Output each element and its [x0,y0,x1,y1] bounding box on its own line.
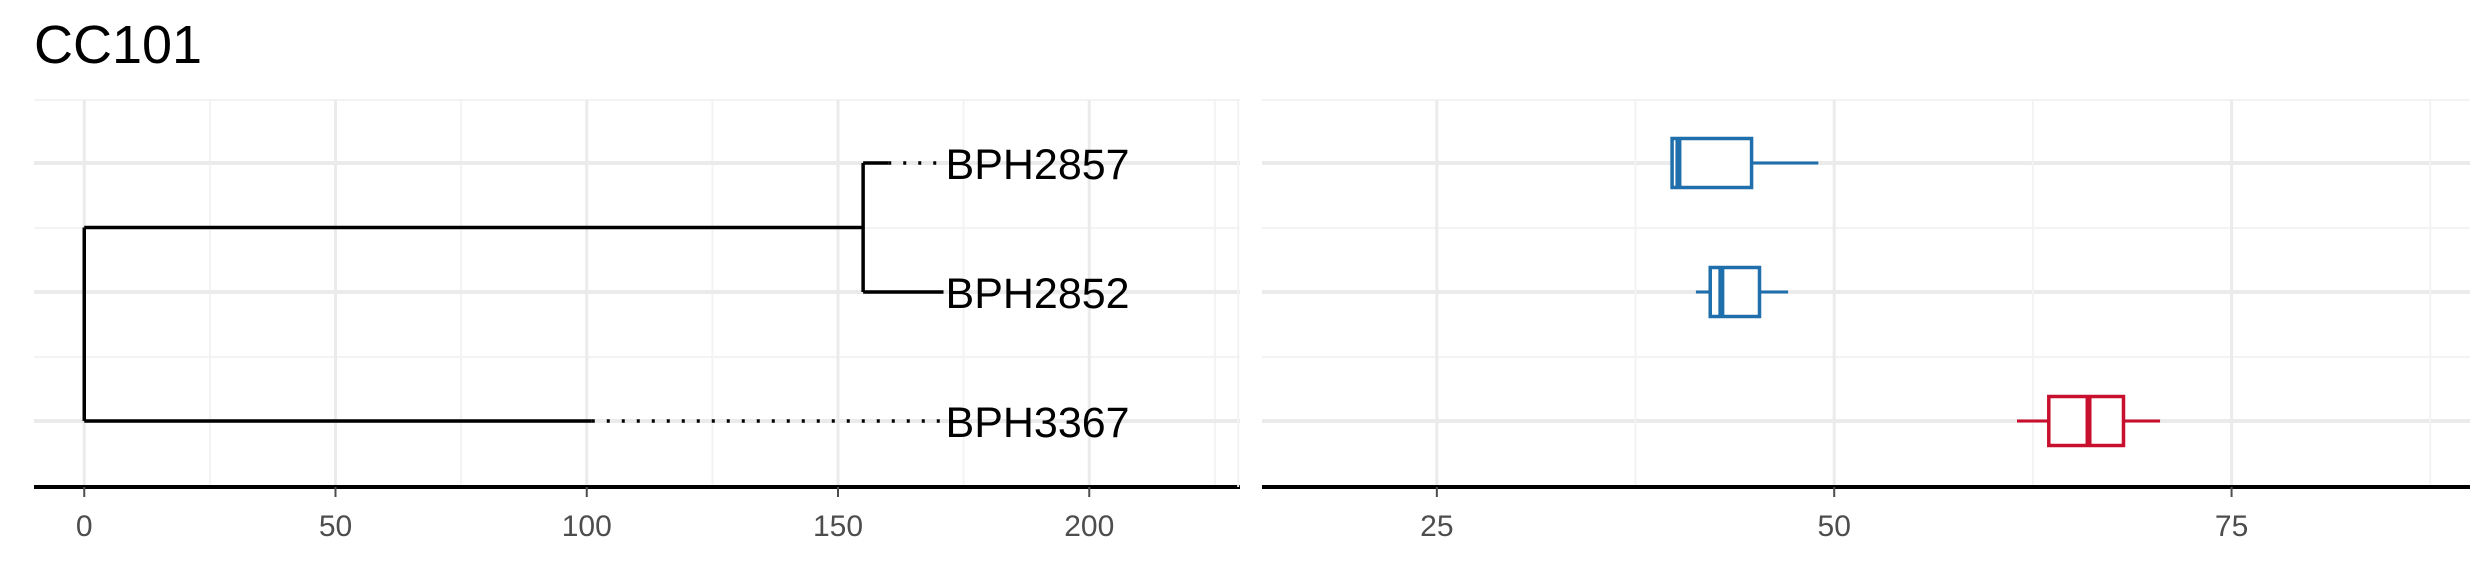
tree-tip-label: BPH2857 [946,141,1130,189]
tree-x-tick-label: 50 [319,510,352,543]
boxplot-panel: 25 50 75 [1237,99,2470,543]
chart-title: CC101 [34,15,202,75]
tree-tip-label: BPH3367 [946,399,1130,447]
tree-x-tick-label: 150 [813,510,863,543]
tree-panel: BPH2857 BPH2852 BPH3367 0 50 100 150 200 [34,99,1240,543]
box-x-tick-label: 25 [1420,510,1453,543]
tree-x-tick-label: 100 [562,510,612,543]
box-x-tick-label: 75 [2215,510,2248,543]
box-iqr-rect [1708,265,1762,319]
box-iqr-rect [1670,136,1754,190]
tree-tip-label: BPH2852 [946,270,1130,318]
tree-x-tick-label: 0 [76,510,93,543]
tree-x-tick-label: 200 [1064,510,1114,543]
box-x-tick-label: 50 [1818,510,1851,543]
